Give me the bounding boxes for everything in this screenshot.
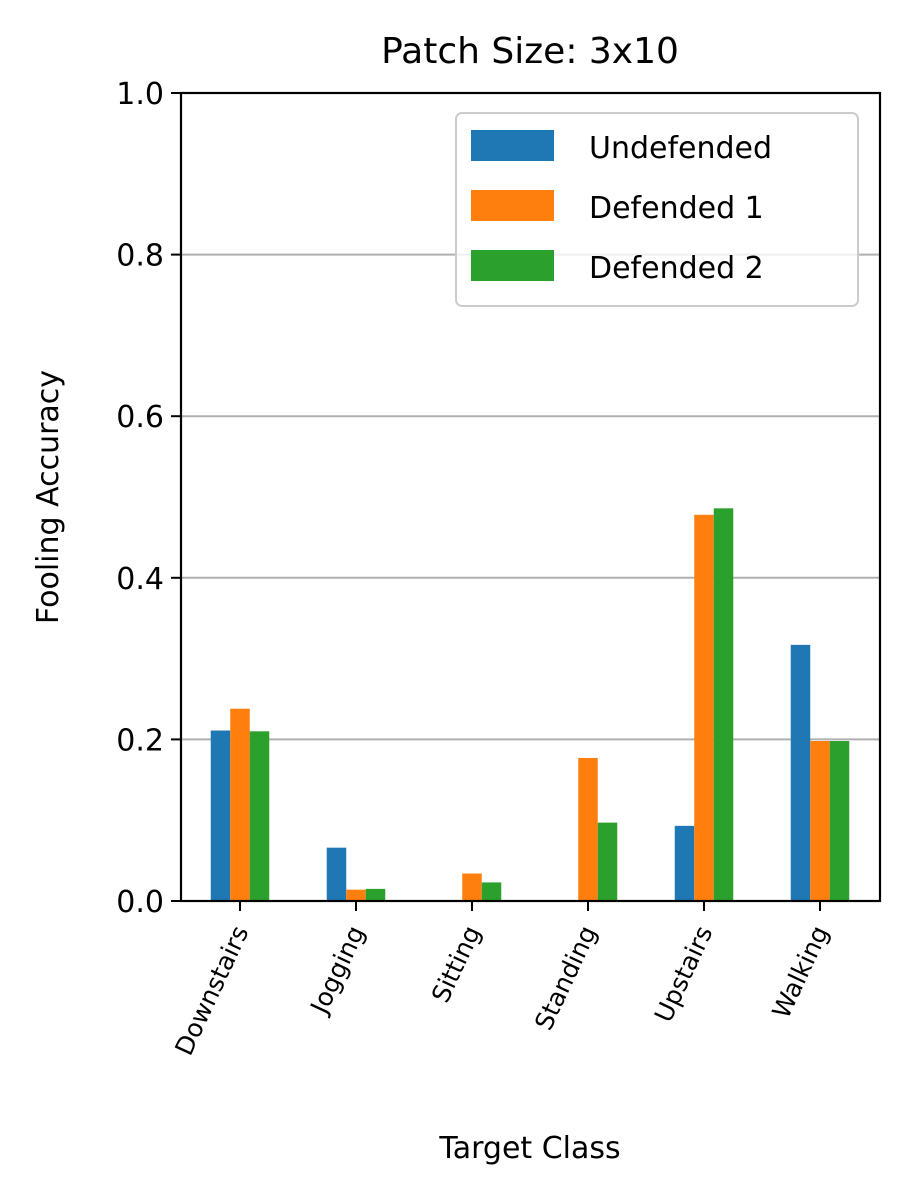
y-tick-label: 0.2 <box>116 723 164 758</box>
y-tick-label: 0.8 <box>116 239 164 274</box>
legend-label: Defended 2 <box>589 251 764 286</box>
legend-label: Undefended <box>589 131 772 166</box>
y-tick-label: 0.6 <box>116 400 164 435</box>
x-tick-label: Walking <box>767 921 835 1023</box>
legend-box <box>455 112 859 307</box>
x-tick-label: Sitting <box>426 921 487 1007</box>
legend-swatch <box>471 250 554 281</box>
x-tick-label: Jogging <box>304 921 370 1019</box>
bar-defended-2-standing <box>597 822 618 901</box>
bar-undefended-downstairs <box>210 730 231 901</box>
bar-defended-2-jogging <box>365 888 386 901</box>
plot-frame <box>179 91 882 903</box>
bar-undefended-walking <box>790 644 811 901</box>
y-tick-label: 0.0 <box>116 885 164 920</box>
x-tick-label: Standing <box>529 921 602 1034</box>
y-tick-label: 1.0 <box>116 77 164 112</box>
bar-defended-2-sitting <box>481 882 502 901</box>
bar-undefended-upstairs <box>674 825 695 901</box>
chart-title: Patch Size: 3x10 <box>381 31 679 72</box>
bar-defended-2-walking <box>829 741 850 901</box>
legend-swatch <box>471 130 554 161</box>
gridlines <box>181 253 880 741</box>
y-axis-label: Fooling Accuracy <box>31 370 66 624</box>
legend-swatch <box>471 190 554 221</box>
y-tick-label: 0.4 <box>116 562 164 597</box>
y-axis-ticks: 0.0 0.2 0.4 0.6 0.8 1.0 <box>116 77 181 920</box>
x-tick-label: Upstairs <box>649 921 719 1026</box>
x-axis-ticks: Downstairs Jogging Sitting Standing Upstairs… <box>169 901 834 1060</box>
bar-defended-1-upstairs <box>694 514 714 901</box>
bar-defended-1-jogging <box>346 889 366 901</box>
bar-defended-2-upstairs <box>713 508 734 901</box>
x-axis-label: Target Class <box>438 1131 620 1166</box>
bar-defended-1-walking <box>810 741 830 901</box>
legend-label: Defended 1 <box>589 191 764 226</box>
bar-defended-1-standing <box>578 757 598 901</box>
bar-defended-1-downstairs <box>230 708 250 901</box>
bars <box>210 508 850 901</box>
bar-defended-2-downstairs <box>249 731 270 901</box>
legend: Undefended Defended 1 Defended 2 <box>455 112 859 307</box>
bar-undefended-jogging <box>326 847 347 901</box>
x-tick-label: Downstairs <box>169 921 254 1059</box>
bar-defended-1-sitting <box>462 873 482 901</box>
